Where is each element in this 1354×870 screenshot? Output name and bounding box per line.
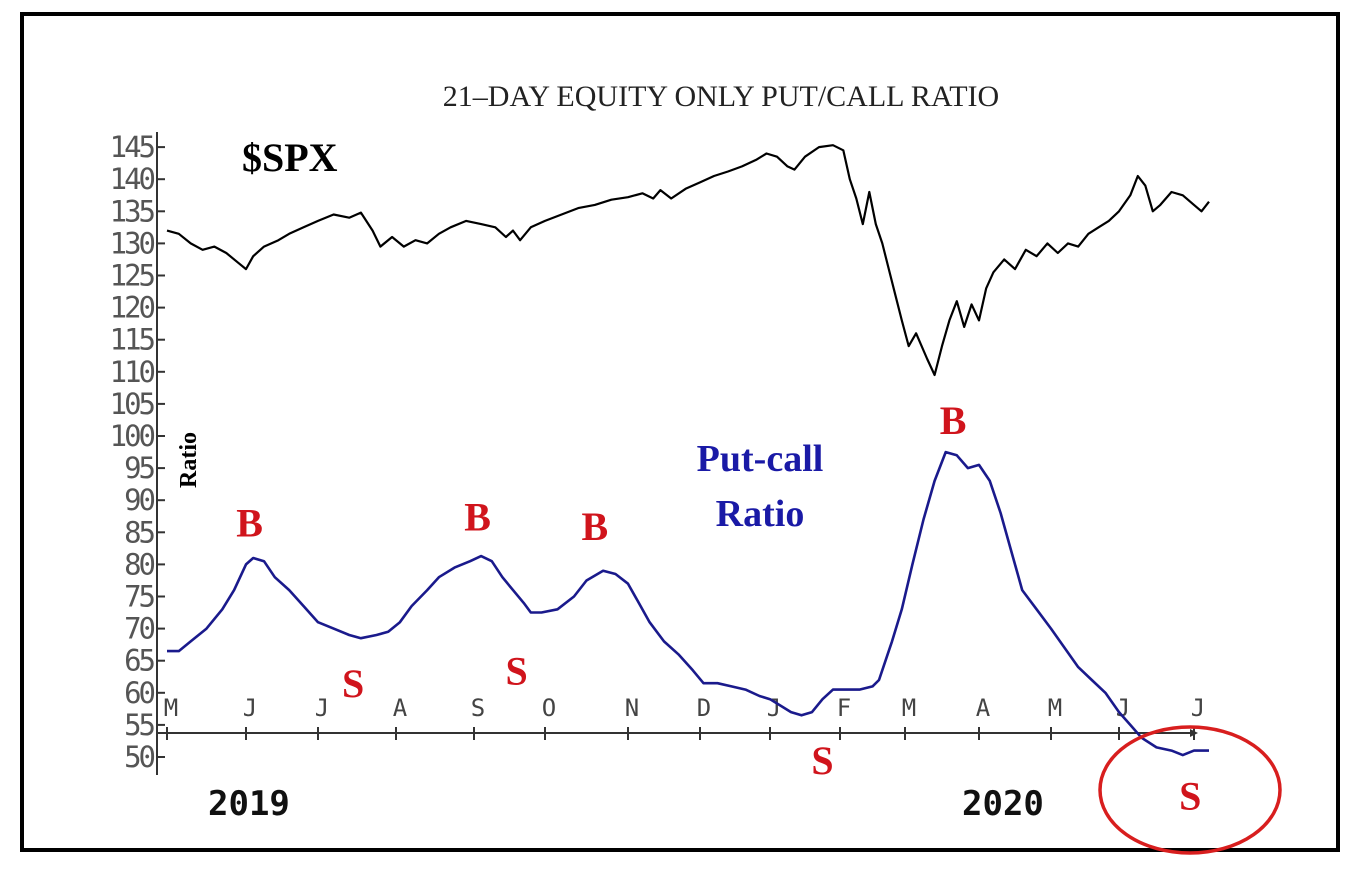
sell-signal-label: S — [811, 738, 833, 783]
y-tick-label: 85 — [124, 515, 154, 549]
y-tick-label: 90 — [124, 483, 154, 517]
month-label: S — [471, 694, 485, 722]
month-label: J — [1116, 694, 1130, 722]
y-axis-ticks: 1451401351301251201151101051009590858075… — [110, 130, 165, 774]
month-label: N — [625, 694, 639, 722]
y-tick-label: 70 — [124, 612, 154, 646]
buy-signal-label: B — [581, 504, 608, 549]
y-tick-label: 50 — [124, 740, 154, 774]
y-tick-label: 145 — [110, 130, 155, 164]
buy-sell-signals: B B BBS SSS — [236, 398, 1201, 819]
month-label: M — [1048, 694, 1062, 722]
buy-signal-label: B — [940, 398, 967, 443]
buy-signal-label: B — [236, 501, 263, 546]
month-label: J — [315, 694, 329, 722]
spx-label: $SPX — [242, 135, 338, 180]
y-tick-label: 105 — [110, 387, 155, 421]
month-label: F — [837, 694, 851, 722]
month-label: D — [697, 694, 711, 722]
highlight-circle — [1098, 725, 1282, 855]
put-call-label-line1: Put-call — [697, 438, 824, 480]
ratio-axis-label: Ratio — [176, 432, 202, 488]
y-tick-label: 55 — [124, 708, 154, 742]
y-tick-label: 120 — [110, 291, 155, 325]
y-tick-label: 135 — [110, 194, 155, 228]
month-label: J — [767, 694, 781, 722]
sell-signal-label: S — [342, 661, 364, 706]
month-label: J — [1191, 694, 1205, 722]
month-label: O — [542, 694, 556, 722]
sell-signal-label: S — [1179, 774, 1201, 819]
x-axis — [157, 729, 1198, 737]
chart-title: 21–DAY EQUITY ONLY PUT/CALL RATIO — [443, 80, 999, 113]
year-label-2019: 2019 — [208, 784, 290, 824]
spx-line — [166, 144, 1210, 377]
put-call-ratio-line — [167, 450, 1209, 757]
y-tick-label: 95 — [124, 451, 154, 485]
year-label-2020: 2020 — [962, 784, 1044, 824]
y-tick-label: 75 — [124, 580, 154, 614]
y-tick-label: 80 — [124, 547, 154, 581]
y-tick-label: 115 — [110, 323, 155, 357]
y-tick-label: 100 — [110, 419, 155, 453]
buy-signal-label: B — [464, 494, 491, 539]
sell-signal-label: S — [505, 648, 527, 693]
y-tick-label: 130 — [110, 226, 155, 260]
y-tick-label: 60 — [124, 676, 154, 710]
month-label: M — [164, 694, 178, 722]
month-label: M — [902, 694, 916, 722]
month-label: A — [976, 694, 991, 722]
month-label: J — [243, 694, 257, 722]
put-call-label-line2: Ratio — [716, 493, 805, 535]
month-label: A — [393, 694, 408, 722]
y-tick-label: 125 — [110, 259, 155, 293]
y-tick-label: 65 — [124, 644, 154, 678]
y-tick-label: 140 — [110, 162, 155, 196]
y-tick-label: 110 — [110, 355, 155, 389]
